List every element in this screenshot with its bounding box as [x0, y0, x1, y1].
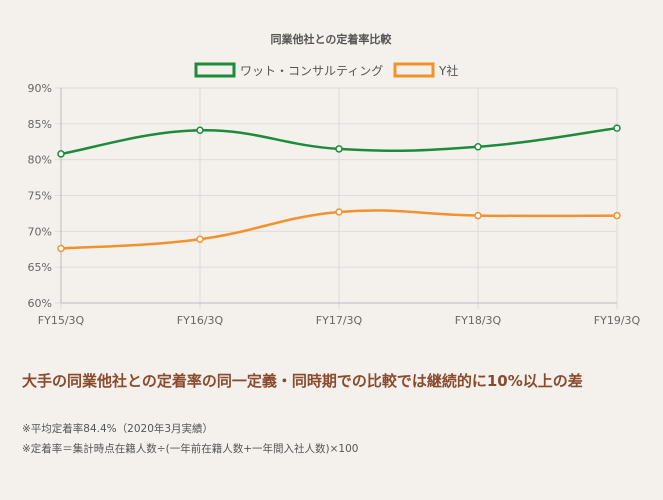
data-point-0-4: [613, 124, 621, 132]
data-point-1-1: [196, 235, 204, 243]
note-retention-definition: ※定着率＝集計時点在籍人数÷(一年前在籍人数+一年間入社人数)×100: [22, 443, 359, 455]
x-tick-label: FY19/3Q: [594, 314, 641, 327]
data-point-0-0: [57, 150, 65, 158]
data-point-1-2: [335, 208, 343, 216]
note-average-retention: ※平均定着率84.4%（2020年3月実績）: [22, 423, 214, 435]
chart-title: 同業他社との定着率比較: [271, 32, 393, 46]
legend-label-watt: ワット・コンサルティング: [240, 64, 383, 78]
legend: ワット・コンサルティング Y社: [194, 62, 458, 78]
data-point-1-3: [474, 211, 482, 220]
x-tick-label: FY16/3Q: [177, 314, 224, 327]
x-tick-label: FY17/3Q: [316, 314, 363, 327]
legend-label-y: Y社: [438, 63, 458, 78]
y-tick-label: 60%: [28, 297, 52, 310]
data-point-1-0: [57, 244, 65, 253]
data-point-0-2: [335, 145, 343, 153]
y-tick-label: 75%: [28, 190, 52, 203]
grid-lines: [55, 87, 618, 309]
x-tick-label: FY15/3Q: [38, 314, 85, 327]
y-axis: 90% 85% 80% 75% 70% 65% 60%: [28, 82, 52, 310]
y-tick-label: 90%: [28, 82, 52, 95]
line-chart: 同業他社との定着率比較 ワット・コンサルティング Y社 90% 85% 80% 75%…: [28, 32, 641, 327]
legend-swatch-y: [393, 62, 435, 78]
x-axis: FY15/3Q FY16/3Q FY17/3Q FY18/3Q FY19/3Q: [38, 314, 641, 327]
data-point-1-4: [613, 211, 621, 220]
y-tick-label: 85%: [28, 118, 52, 131]
series-points: [57, 124, 621, 253]
y-tick-label: 65%: [28, 261, 52, 274]
data-point-0-1: [196, 126, 204, 135]
y-tick-label: 70%: [28, 225, 52, 238]
x-tick-label: FY18/3Q: [455, 314, 502, 327]
y-tick-label: 80%: [28, 154, 52, 167]
legend-swatch-watt: [194, 62, 236, 78]
data-point-0-3: [474, 143, 482, 151]
headline: 大手の同業他社との定着率の同一定義・同時期での比較では継続的に10%以上の差: [22, 372, 583, 390]
